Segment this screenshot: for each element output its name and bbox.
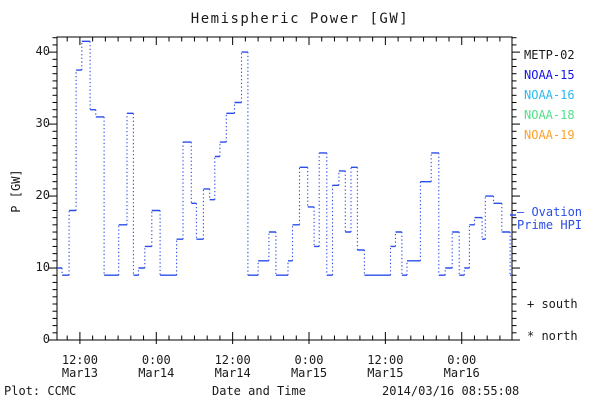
x-tick-label-Mar14-0:00: 0:00 Mar14 — [124, 354, 188, 380]
x-tick-label-Mar13-12:00: 12:00 Mar13 — [48, 354, 112, 380]
legend-noaa-19: NOAA-19 — [524, 128, 575, 142]
x-tick-label-Mar15-0:00: 0:00 Mar15 — [277, 354, 341, 380]
x-axis-label: Date and Time — [212, 384, 306, 398]
legend-metp-02: METP-02 — [524, 48, 575, 62]
x-tick-label-Mar14-12:00: 12:00 Mar14 — [201, 354, 265, 380]
footer-timestamp: 2014/03/16 08:55:08 — [382, 384, 520, 398]
x-tick-date: Mar16 — [443, 366, 480, 380]
x-tick-date: Mar14 — [214, 366, 251, 380]
x-tick-time: 12:00 — [214, 353, 251, 367]
x-tick-date: Mar14 — [138, 366, 175, 380]
x-tick-time: 12:00 — [61, 353, 98, 367]
north-marker-label: * north — [527, 329, 578, 343]
ovation-prime-hpi-label: — Ovation Prime HPI — [517, 206, 582, 232]
ovation-label-line2: Prime HPI — [517, 218, 583, 232]
y-tick-label-20: 20 — [35, 188, 50, 203]
legend-noaa-15: NOAA-15 — [524, 68, 575, 82]
x-tick-label-Mar16-0:00: 0:00 Mar16 — [430, 354, 494, 380]
footer-plot-source: Plot: CCMC — [4, 384, 77, 398]
legend-noaa-18: NOAA-18 — [524, 108, 575, 122]
x-tick-time: 0:00 — [294, 353, 324, 367]
x-tick-time: 0:00 — [447, 353, 477, 367]
x-tick-time: 12:00 — [367, 353, 404, 367]
south-marker-label: + south — [527, 297, 578, 311]
plot-frame — [56, 36, 513, 341]
x-tick-date: Mar13 — [61, 366, 98, 380]
y-tick-label-30: 30 — [35, 116, 50, 131]
hpi-curve-vertical-connectors — [61, 41, 511, 276]
x-tick-date: Mar15 — [367, 366, 404, 380]
y-tick-label-10: 10 — [35, 260, 50, 275]
y-tick-label-40: 40 — [35, 44, 50, 59]
legend-noaa-16: NOAA-16 — [524, 88, 575, 102]
x-tick-date: Mar15 — [290, 366, 328, 380]
y-tick-label-0: 0 — [42, 332, 50, 346]
ovation-label-line1: — Ovation — [517, 205, 583, 219]
x-tick-time: 0:00 — [141, 353, 171, 367]
hpi-curve-steps — [57, 40, 512, 276]
chart-title: Hemispheric Power [GW] — [190, 11, 410, 27]
x-tick-label-Mar15-12:00: 12:00 Mar15 — [353, 354, 417, 380]
